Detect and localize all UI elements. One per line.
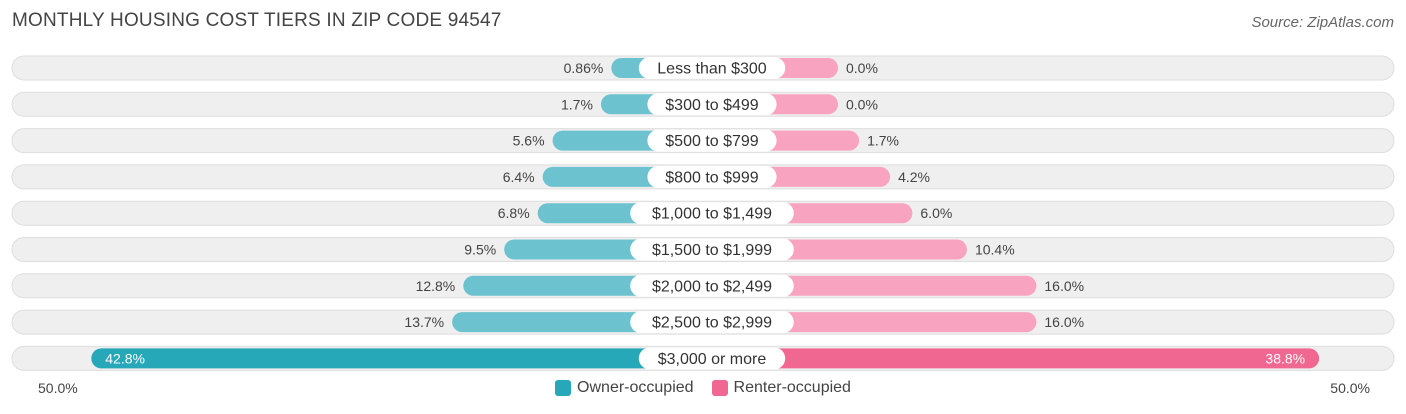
value-label-renter: 0.0% xyxy=(846,96,878,112)
category-label: $2,500 to $2,999 xyxy=(652,315,772,332)
value-label-renter: 16.0% xyxy=(1044,314,1084,330)
legend-label-owner: Owner-occupied xyxy=(577,379,694,396)
value-label-owner: 1.7% xyxy=(561,96,593,112)
legend: Owner-occupied Renter-occupied xyxy=(0,379,1406,397)
value-label-owner: 9.5% xyxy=(464,242,496,258)
category-pill xyxy=(630,311,794,334)
value-label-renter: 6.0% xyxy=(920,205,952,221)
value-label-owner: 13.7% xyxy=(404,314,444,330)
category-label: $2,000 to $2,499 xyxy=(652,278,772,295)
chart-title: MONTHLY HOUSING COST TIERS IN ZIP CODE 9… xyxy=(12,10,502,31)
category-label: $500 to $799 xyxy=(665,133,759,150)
category-label: $1,000 to $1,499 xyxy=(652,206,772,223)
legend-swatch-renter xyxy=(711,380,728,396)
legend-label-renter: Renter-occupied xyxy=(733,379,851,396)
value-label-renter: 0.0% xyxy=(846,60,878,76)
bar-renter xyxy=(702,348,1320,369)
category-label: $3,000 or more xyxy=(658,351,767,368)
category-pill xyxy=(638,347,786,370)
value-label-renter: 10.4% xyxy=(975,242,1015,258)
category-pill xyxy=(647,165,777,188)
axis-left-label: 50.0% xyxy=(38,380,78,396)
legend-swatch-owner xyxy=(555,380,572,396)
legend-item-renter[interactable]: Renter-occupied xyxy=(711,379,851,397)
axis-right-label: 50.0% xyxy=(1330,380,1370,396)
chart-source: Source: ZipAtlas.com xyxy=(1251,14,1394,31)
value-label-renter: 4.2% xyxy=(898,169,930,185)
legend-item-owner[interactable]: Owner-occupied xyxy=(555,379,694,397)
category-pill xyxy=(647,93,777,116)
value-label-renter: 16.0% xyxy=(1044,278,1084,294)
category-label: Less than $300 xyxy=(657,61,767,78)
value-label-owner: 5.6% xyxy=(513,133,545,149)
category-label: $800 to $999 xyxy=(665,169,759,186)
category-pill xyxy=(630,238,794,261)
value-label-owner: 42.8% xyxy=(105,350,145,366)
value-label-owner: 6.4% xyxy=(503,169,535,185)
category-pill xyxy=(647,129,777,152)
category-label: $300 to $499 xyxy=(665,97,759,114)
bar-owner xyxy=(91,348,702,369)
category-pill xyxy=(630,274,794,297)
value-label-owner: 0.86% xyxy=(564,60,604,76)
value-label-owner: 12.8% xyxy=(416,278,456,294)
category-pill xyxy=(638,57,786,79)
value-label-renter: 38.8% xyxy=(1265,350,1305,366)
value-label-owner: 6.8% xyxy=(498,205,530,221)
category-pill xyxy=(630,202,794,225)
value-label-renter: 1.7% xyxy=(867,133,899,149)
category-label: $1,500 to $1,999 xyxy=(652,242,772,259)
